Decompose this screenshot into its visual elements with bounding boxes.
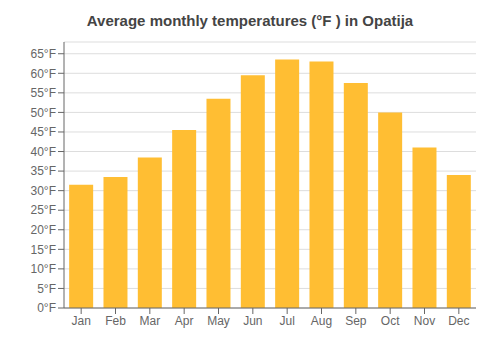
svg-text:Jan: Jan [71,314,90,328]
svg-text:Dec: Dec [448,314,469,328]
svg-text:25°F: 25°F [31,203,56,217]
html-text:Average monthly temperatures (: Average monthly temperatures (°F ) in Op… [86,12,414,29]
svg-text:Sep: Sep [345,314,367,328]
svg-text:50°F: 50°F [31,106,56,120]
svg-text:May: May [207,314,230,328]
svg-text:35°F: 35°F [31,164,56,178]
svg-text:60°F: 60°F [31,67,56,81]
svg-text:Mar: Mar [139,314,160,328]
svg-text:15°F: 15°F [31,243,56,257]
svg-text:Aug: Aug [311,314,332,328]
svg-text:20°F: 20°F [31,223,56,237]
svg-text:Oct: Oct [381,314,400,328]
svg-text:Apr: Apr [175,314,194,328]
svg-text:Jul: Jul [279,314,294,328]
svg-text:45°F: 45°F [31,125,56,139]
svg-text:5°F: 5°F [37,282,56,296]
svg-text:65°F: 65°F [31,47,56,61]
svg-text:0°F: 0°F [37,301,56,315]
svg-text:40°F: 40°F [31,145,56,159]
svg-text:30°F: 30°F [31,184,56,198]
svg-text:55°F: 55°F [31,86,56,100]
svg-text:Nov: Nov [414,314,435,328]
svg-text:Jun: Jun [243,314,262,328]
svg-text:10°F: 10°F [31,262,56,276]
svg-text:Feb: Feb [105,314,126,328]
